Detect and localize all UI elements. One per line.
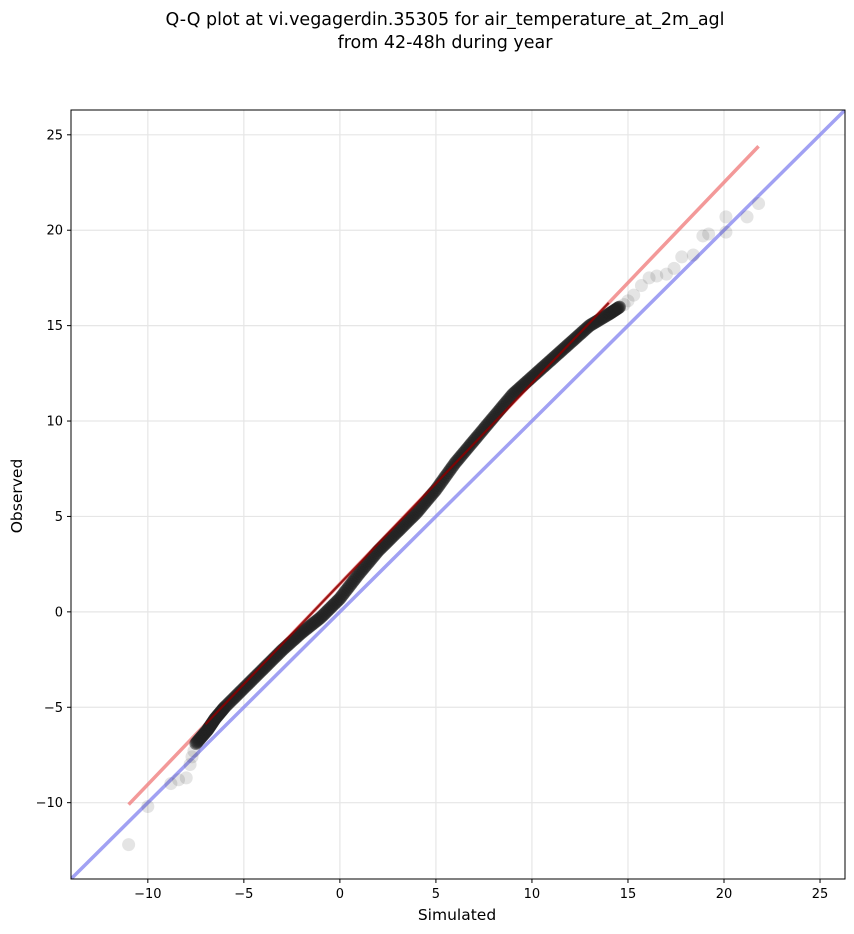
chart-subtitle: from 42-48h during year <box>338 33 554 53</box>
y-axis-ticks: −10 −5 0 5 10 15 20 25 <box>36 128 71 811</box>
qq-tail-point <box>183 758 197 772</box>
fit-line-layer <box>204 302 610 726</box>
qq-tail-point <box>627 288 641 302</box>
y-tick-label: 0 <box>55 605 63 620</box>
y-tick-label: 5 <box>55 510 63 525</box>
fit-line-core <box>204 302 610 726</box>
x-tick-label: −5 <box>234 887 253 902</box>
qq-tail-point <box>650 269 664 283</box>
qq-tail-point <box>634 279 648 293</box>
qq-point <box>612 300 626 314</box>
qq-tail-point <box>642 271 656 285</box>
x-axis-ticks: −10 −5 0 5 10 15 20 25 <box>134 879 828 902</box>
qq-tail-point <box>696 229 710 243</box>
y-tick-label: 10 <box>46 415 63 430</box>
qq-tail-point <box>719 225 733 239</box>
x-tick-label: 20 <box>716 887 733 902</box>
x-tick-label: 10 <box>524 887 541 902</box>
qq-tail-point <box>164 777 178 791</box>
x-tick-label: 0 <box>336 887 344 902</box>
y-tick-label: 20 <box>46 224 63 239</box>
qq-tail-point <box>740 210 754 224</box>
qq-tail-point <box>675 250 689 264</box>
plot-frame <box>70 109 846 880</box>
qq-tail-point <box>719 210 733 224</box>
qq-tail-point <box>659 267 673 281</box>
qq-tail-point <box>702 227 716 241</box>
y-axis-label: Observed <box>8 459 26 534</box>
x-tick-label: 15 <box>620 887 637 902</box>
qq-tail-point <box>172 773 186 787</box>
identity-line <box>71 110 845 879</box>
x-tick-label: 5 <box>432 887 440 902</box>
qq-tail-point <box>185 750 199 764</box>
x-tick-label: −10 <box>134 887 161 902</box>
y-tick-label: −10 <box>36 796 63 811</box>
qq-tail-point <box>179 771 193 785</box>
qq-tail-point <box>141 799 155 813</box>
x-axis-label: Simulated <box>418 906 496 924</box>
data-points <box>122 197 766 852</box>
qq-tail-point <box>667 261 681 275</box>
x-tick-label: 25 <box>812 887 829 902</box>
qq-tail-point <box>621 294 635 308</box>
qq-tail-point <box>617 298 631 312</box>
grid-lines <box>71 110 845 879</box>
qq-tail-point <box>122 838 136 852</box>
qq-tail-point <box>187 744 201 758</box>
y-tick-label: −5 <box>44 701 63 716</box>
chart-title: Q-Q plot at vi.vegagerdin.35305 for air_… <box>165 10 724 30</box>
y-tick-label: 15 <box>46 319 63 334</box>
qq-tail-point <box>752 197 766 211</box>
qq-tail-point <box>686 248 700 262</box>
y-tick-label: 25 <box>46 128 63 143</box>
